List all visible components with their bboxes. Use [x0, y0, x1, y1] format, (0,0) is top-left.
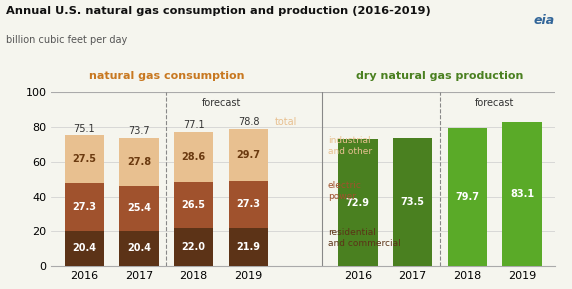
Text: 28.6: 28.6: [182, 152, 206, 162]
Text: dry natural gas production: dry natural gas production: [356, 71, 523, 81]
Text: 79.7: 79.7: [455, 192, 479, 202]
Text: electric
power: electric power: [328, 181, 362, 201]
Text: 72.9: 72.9: [346, 198, 370, 208]
Text: 27.8: 27.8: [127, 157, 151, 167]
Text: 27.5: 27.5: [72, 154, 96, 164]
Bar: [120, 231, 158, 266]
Bar: [502, 122, 542, 266]
Bar: [174, 228, 213, 266]
Text: Annual U.S. natural gas consumption and production (2016-2019): Annual U.S. natural gas consumption and …: [6, 6, 431, 16]
Bar: [448, 128, 487, 266]
Text: industrial
and other: industrial and other: [328, 136, 372, 156]
Bar: [229, 181, 268, 228]
Text: 22.0: 22.0: [182, 242, 206, 252]
Bar: [229, 228, 268, 266]
Text: 83.1: 83.1: [510, 189, 534, 199]
Text: 21.9: 21.9: [236, 242, 260, 252]
Bar: [174, 182, 213, 228]
Bar: [393, 138, 432, 266]
Bar: [338, 140, 378, 266]
Text: 25.4: 25.4: [127, 203, 151, 214]
Text: forecast: forecast: [201, 98, 241, 108]
Text: 73.7: 73.7: [128, 126, 150, 136]
Bar: [65, 231, 104, 266]
Text: residential
and commercial: residential and commercial: [328, 228, 400, 248]
Bar: [65, 183, 104, 231]
Bar: [229, 129, 268, 181]
Text: 75.1: 75.1: [73, 124, 95, 134]
Text: natural gas consumption: natural gas consumption: [89, 71, 244, 81]
Text: 27.3: 27.3: [236, 199, 260, 209]
Text: 77.1: 77.1: [183, 120, 205, 130]
Text: 20.4: 20.4: [72, 243, 96, 253]
Bar: [174, 132, 213, 182]
Text: 27.3: 27.3: [72, 202, 96, 212]
Text: 78.8: 78.8: [238, 117, 259, 127]
Text: total: total: [275, 117, 297, 127]
Text: billion cubic feet per day: billion cubic feet per day: [6, 35, 127, 45]
Text: 29.7: 29.7: [236, 150, 260, 160]
Bar: [120, 138, 158, 186]
Text: 73.5: 73.5: [400, 197, 424, 207]
Bar: [120, 186, 158, 231]
Bar: [65, 136, 104, 183]
Text: eia: eia: [534, 14, 555, 27]
Text: 20.4: 20.4: [127, 243, 151, 253]
Text: forecast: forecast: [475, 98, 514, 108]
Text: 26.5: 26.5: [182, 200, 206, 210]
